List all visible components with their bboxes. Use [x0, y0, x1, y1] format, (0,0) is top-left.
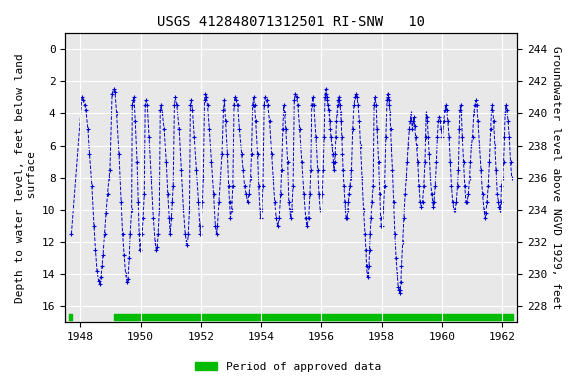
Y-axis label: Groundwater level above NGVD 1929, feet: Groundwater level above NGVD 1929, feet [551, 46, 561, 309]
Y-axis label: Depth to water level, feet below land
 surface: Depth to water level, feet below land su… [15, 53, 37, 303]
Title: USGS 412848071312501 RI-SNW   10: USGS 412848071312501 RI-SNW 10 [157, 15, 425, 29]
Legend: Period of approved data: Period of approved data [191, 358, 385, 377]
